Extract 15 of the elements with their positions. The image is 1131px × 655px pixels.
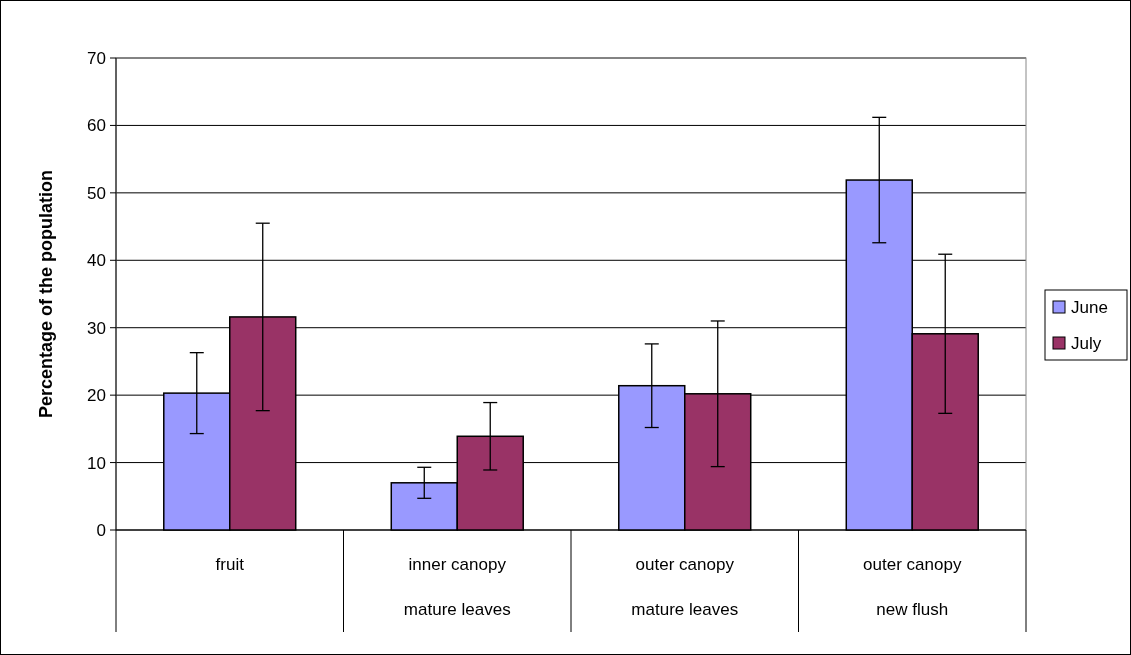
y-tick-label: 40: [87, 251, 106, 271]
y-tick-label: 70: [87, 48, 106, 68]
x-tick-label: fruit: [215, 555, 245, 574]
y-axis-title: Percentage of the population: [36, 169, 56, 419]
legend-label: July: [1071, 333, 1102, 353]
category-label: inner canopy mature leaves: [403, 555, 511, 619]
category-label: outer canopy new flush: [863, 555, 962, 619]
category-label: outer canopy mature leaves: [631, 555, 739, 619]
y-tick-label: 20: [87, 386, 106, 406]
y-tick-label: 30: [87, 318, 106, 338]
y-tick-label: 10: [87, 453, 106, 473]
y-tick-label: 60: [87, 116, 106, 136]
legend-label: June: [1071, 297, 1108, 317]
y-tick-label: 50: [87, 183, 106, 203]
y-tick-label: 0: [96, 520, 106, 540]
